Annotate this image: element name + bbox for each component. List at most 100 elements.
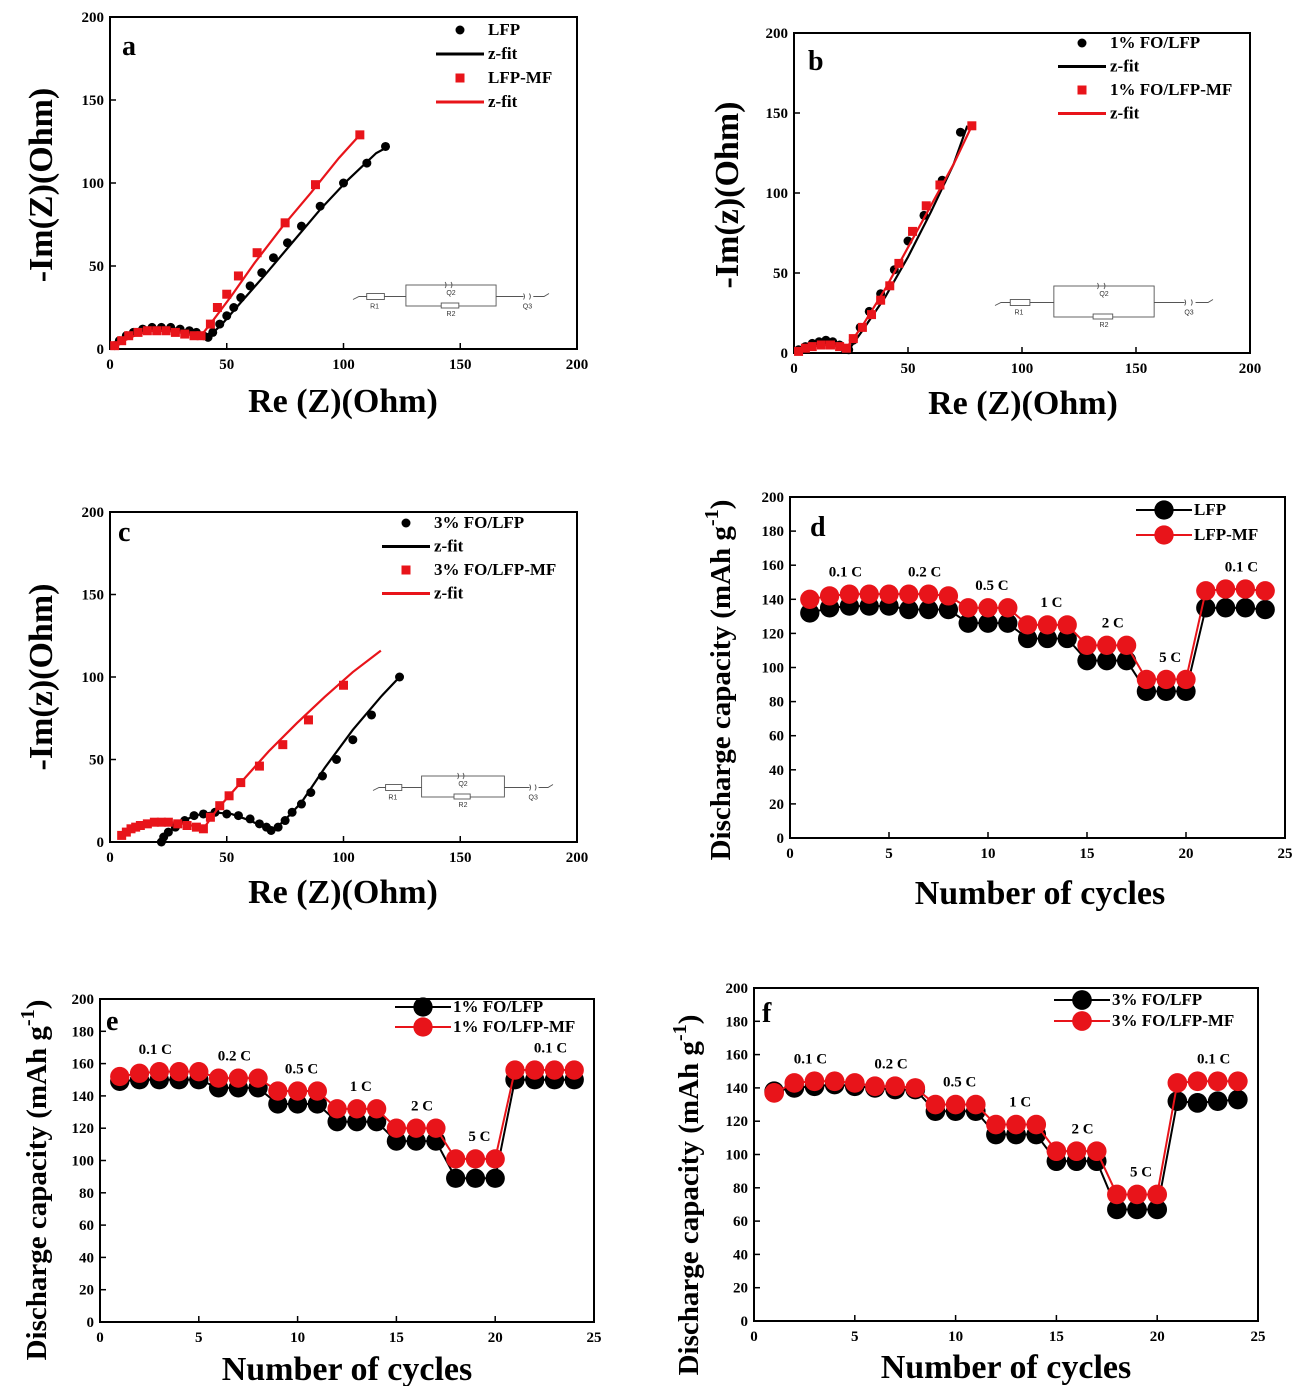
- series-line: [119, 1078, 575, 1180]
- x-tick-label: 5: [851, 1329, 859, 1345]
- legend-label: LFP-MF: [1194, 525, 1258, 544]
- data-point: [117, 336, 127, 346]
- data-point: [331, 755, 341, 764]
- y-tick-label: 140: [72, 1089, 95, 1105]
- y-tick-label: 50: [89, 259, 104, 275]
- rate-labels: 0.1 C 0.2 C 0.5 C 1 C 2 C 5 C 0.1 C: [829, 559, 1258, 665]
- data-point: [905, 1078, 926, 1098]
- data-point: [876, 295, 886, 305]
- legend-label: 3% FO/LFP: [434, 513, 524, 532]
- panel-f: 0 5 10 15 20 25 0 20 40 60 80 100 120 140 160 180 200 Num…: [669, 981, 1266, 1386]
- rate-label: 0.2 C: [908, 565, 941, 581]
- series-1: [798, 125, 969, 353]
- data-point: [124, 331, 134, 341]
- data-point: [1127, 1184, 1147, 1205]
- data-point: [485, 1149, 505, 1169]
- circuit-label: R2: [1100, 322, 1109, 329]
- data-point: [215, 319, 225, 329]
- data-point: [1255, 599, 1275, 620]
- data-point: [465, 1168, 486, 1188]
- legend: LFP LFP-MF: [1136, 500, 1258, 545]
- tick-labels: 0 5 10 15 20 25 0 20 40 60 80 100 120 140 160 180 200: [726, 981, 1266, 1345]
- y-tick-label: 100: [82, 176, 105, 192]
- data-point: [1228, 1089, 1248, 1110]
- legend-label: 1% FO/LFP: [453, 997, 543, 1016]
- plot-frame: [753, 987, 1259, 1322]
- y-tick-label: 20: [733, 1281, 748, 1297]
- data-point: [918, 599, 939, 620]
- data-point: [465, 1149, 486, 1169]
- circuit-label: R1: [370, 304, 379, 311]
- data-point: [339, 680, 348, 690]
- data-point: [958, 613, 978, 633]
- data-point: [844, 1073, 865, 1093]
- legend-marker: [1077, 85, 1087, 95]
- series-2: [110, 130, 365, 351]
- panel-c: 0 50 100 150 200 0 50 100 150 200 Re (Z)(Ohm) -Im(z…: [23, 505, 588, 911]
- x-tick-label: 50: [901, 361, 916, 377]
- x-tick-label: 0: [786, 846, 794, 862]
- data-point: [307, 1081, 327, 1101]
- x-tick-label: 15: [1049, 1329, 1064, 1345]
- x-tick-label: 10: [290, 1330, 305, 1346]
- data-point: [189, 1062, 209, 1082]
- plot-frame: [789, 496, 1286, 839]
- data-point: [800, 589, 820, 609]
- legend: 3% FO/LFP z-fit 3% FO/LFP-MF z-fit: [382, 513, 556, 603]
- circuit-label: R2: [447, 311, 456, 318]
- legend-label: 3% FO/LFP-MF: [1112, 1011, 1234, 1030]
- rate-label: 1 C: [1040, 595, 1062, 611]
- y-tick-label: 100: [82, 670, 105, 686]
- data-point: [784, 1073, 805, 1093]
- panel-letter: d: [810, 512, 826, 543]
- x-tick-label: 5: [195, 1330, 203, 1346]
- y-tick-label: 100: [762, 661, 785, 677]
- y-tick-label: 200: [766, 26, 789, 42]
- x-tick-label: 100: [1011, 361, 1034, 377]
- circuit-label: Q3: [523, 304, 532, 311]
- y-tick-label: 200: [82, 505, 105, 521]
- x-tick-label: 50: [219, 850, 234, 866]
- panel-letter: c: [118, 517, 130, 548]
- series-1: [160, 676, 401, 843]
- data-point: [426, 1118, 446, 1138]
- data-point: [819, 586, 840, 606]
- x-tick-label: 0: [750, 1329, 758, 1345]
- y-tick-label: 160: [726, 1048, 749, 1064]
- circuit-label: Q3: [529, 795, 538, 802]
- data-point: [867, 310, 877, 320]
- data-point: [1057, 628, 1077, 649]
- data-point: [1196, 581, 1216, 601]
- x-tick-label: 25: [1251, 1329, 1266, 1345]
- legend-marker: [401, 518, 411, 528]
- data-point: [110, 1066, 130, 1087]
- data-point: [899, 584, 919, 604]
- data-point: [938, 586, 959, 606]
- x-tick-label: 5: [885, 846, 893, 862]
- legend-label: 3% FO/LFP: [1112, 990, 1202, 1009]
- data-point: [945, 1094, 966, 1115]
- legend-label: z-fit: [1110, 57, 1140, 76]
- legend-marker: [413, 1017, 433, 1037]
- data-point: [110, 341, 120, 351]
- rate-label: 0.1 C: [794, 1051, 827, 1067]
- y-tick-label: 180: [72, 1024, 95, 1040]
- y-tick-label: 40: [79, 1250, 94, 1266]
- rate-label: 5 C: [1159, 650, 1181, 666]
- y-axis-label: -Im(Z)(Ohm): [23, 88, 60, 283]
- data-point: [386, 1118, 407, 1138]
- data-point: [958, 598, 978, 618]
- plot-frame: [99, 998, 595, 1323]
- y-tick-label: 0: [97, 342, 105, 358]
- data-point: [347, 1099, 367, 1119]
- data-point: [485, 1168, 505, 1188]
- legend-label: 1% FO/LFP-MF: [1110, 80, 1232, 99]
- data-point: [367, 1099, 387, 1119]
- x-tick-label: 15: [389, 1330, 404, 1346]
- data-point: [169, 1062, 189, 1082]
- tick-labels: 0 5 10 15 20 25 0 20 40 60 80 100 120 140 160 180 200: [762, 490, 1293, 862]
- data-point: [1017, 615, 1038, 635]
- data-point: [1136, 669, 1157, 690]
